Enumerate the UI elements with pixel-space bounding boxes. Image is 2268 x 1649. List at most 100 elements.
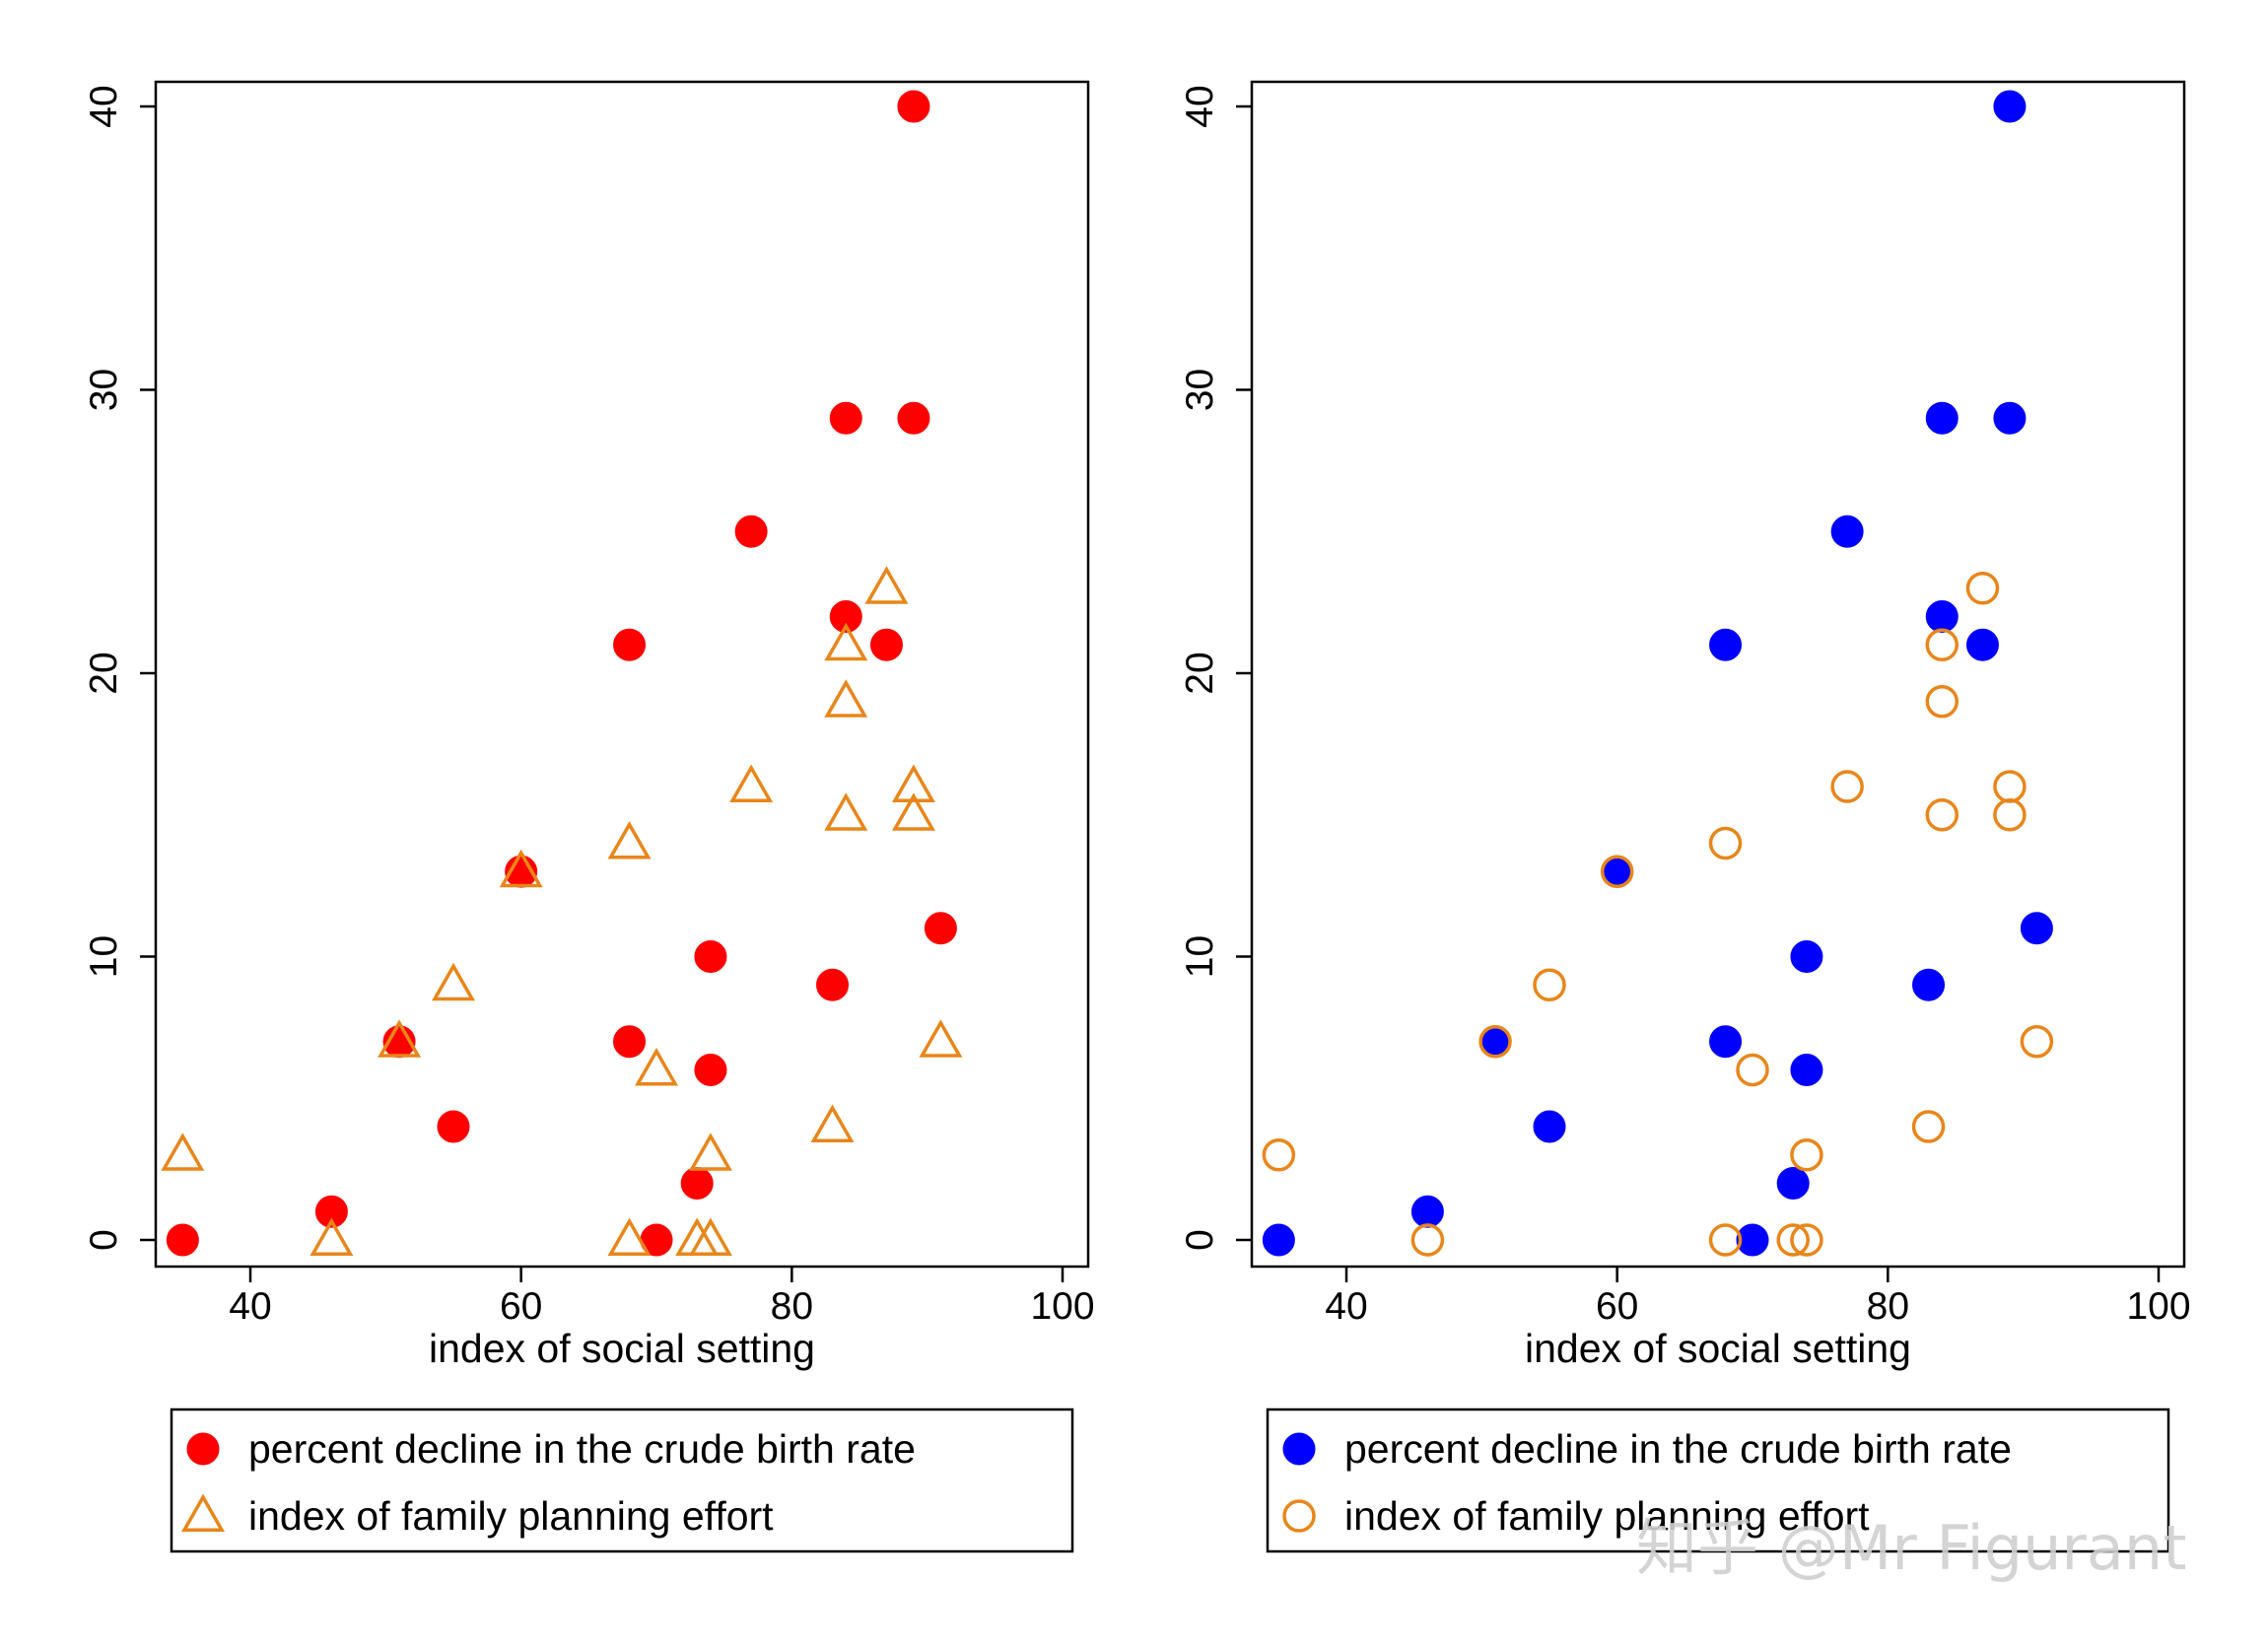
data-point — [1790, 940, 1823, 973]
y-tick-label: 20 — [1179, 652, 1221, 694]
y-tick-label: 40 — [83, 85, 125, 127]
data-point — [607, 1217, 652, 1256]
data-point — [919, 1019, 963, 1058]
data-point — [1600, 855, 1634, 888]
data-point — [499, 849, 543, 888]
data-point — [1709, 628, 1743, 661]
y-tick-label: 0 — [1179, 1229, 1221, 1251]
data-point — [1708, 1223, 1743, 1257]
legend-label: percent decline in the crude birth rate — [248, 1426, 916, 1472]
y-tick-label: 10 — [83, 935, 125, 978]
data-point — [1912, 968, 1946, 1001]
data-point — [734, 515, 768, 548]
data-point — [680, 1167, 714, 1200]
data-point — [824, 792, 868, 831]
y-tick-label: 40 — [1179, 85, 1221, 127]
data-point — [1708, 826, 1743, 860]
legend-label: index of family planning effort — [248, 1493, 774, 1539]
data-point — [869, 628, 903, 661]
legend-box — [170, 1408, 1074, 1553]
data-point — [1965, 572, 2000, 605]
y-tick-label: 30 — [1179, 369, 1221, 411]
data-point — [378, 1019, 422, 1058]
data-point — [1736, 1223, 1769, 1257]
data-point — [437, 1110, 470, 1143]
data-point — [1965, 628, 1999, 661]
data-point — [816, 968, 850, 1001]
series-2-points — [161, 566, 963, 1256]
data-point — [694, 1054, 727, 1086]
data-point — [729, 764, 774, 802]
data-point — [1925, 600, 1959, 633]
x-tick-label: 80 — [771, 1285, 813, 1328]
data-point — [1925, 401, 1959, 435]
data-point — [1736, 1053, 1769, 1087]
data-point — [1790, 1223, 1823, 1257]
data-point — [1830, 770, 1864, 803]
scatter-panel-1: 0 10 20 30 40 40 60 80 100 index of social settin… — [83, 80, 1095, 1553]
data-point — [829, 401, 862, 435]
data-point — [1790, 1138, 1823, 1172]
data-point — [431, 962, 476, 1001]
data-point — [1776, 1167, 1810, 1200]
legend-label: percent decline in the crude birth rate — [1344, 1426, 2012, 1472]
x-tick-label: 100 — [2126, 1285, 2190, 1328]
data-point — [1911, 1110, 1946, 1143]
data-point — [1830, 515, 1864, 548]
data-point — [1776, 1223, 1810, 1257]
y-tick-label: 0 — [83, 1229, 125, 1251]
data-point — [1993, 401, 2027, 435]
data-point — [694, 940, 727, 973]
data-point — [824, 679, 868, 718]
data-point — [688, 1133, 732, 1171]
scatter-panel-2: 0 10 20 30 40 40 60 80 100 index of social settin… — [1179, 80, 2191, 1553]
data-point — [1925, 628, 1959, 661]
data-point — [613, 628, 647, 661]
y-tick-label: 20 — [83, 652, 125, 694]
data-point — [824, 622, 868, 661]
data-point — [634, 1047, 679, 1086]
y-tick-label: 10 — [1179, 935, 1221, 978]
x-tick-label: 80 — [1867, 1285, 1909, 1328]
legend-marker — [186, 1432, 220, 1466]
data-point — [1925, 685, 1959, 719]
data-point — [1993, 90, 2027, 123]
data-point — [314, 1195, 348, 1228]
data-point — [688, 1217, 732, 1256]
legend-box — [1266, 1408, 2170, 1553]
data-point — [161, 1133, 205, 1171]
x-tick-label: 100 — [1030, 1285, 1094, 1328]
data-point — [166, 1223, 199, 1257]
y-tick-label: 30 — [83, 369, 125, 411]
x-tick-label: 60 — [500, 1285, 542, 1328]
data-point — [1533, 1110, 1566, 1143]
data-point — [607, 820, 652, 859]
legend-label: index of family planning effort — [1344, 1493, 1870, 1539]
data-point — [1410, 1223, 1445, 1257]
x-axis-title: index of social setting — [1525, 1326, 1911, 1371]
data-point — [309, 1217, 354, 1256]
x-axis-title: index of social setting — [429, 1326, 815, 1371]
data-point — [1709, 1025, 1743, 1059]
data-point — [864, 566, 909, 604]
x-tick-label: 60 — [1596, 1285, 1638, 1328]
series-1-points — [166, 90, 957, 1257]
legend-marker — [1282, 1499, 1316, 1533]
data-point — [1410, 1195, 1444, 1228]
data-point — [924, 912, 957, 945]
legend: percent decline in the crude birth rate i… — [1266, 1408, 2170, 1553]
data-point — [897, 401, 930, 435]
data-point — [1478, 1025, 1512, 1059]
data-point — [1993, 798, 2027, 832]
data-point — [2020, 912, 2053, 945]
data-point — [891, 792, 935, 831]
data-point — [810, 1104, 855, 1142]
x-tick-label: 40 — [1325, 1285, 1367, 1328]
data-point — [897, 90, 930, 123]
series-2-points — [1262, 572, 2054, 1257]
data-point — [1790, 1054, 1823, 1086]
x-tick-label: 40 — [229, 1285, 271, 1328]
data-point — [613, 1025, 647, 1059]
